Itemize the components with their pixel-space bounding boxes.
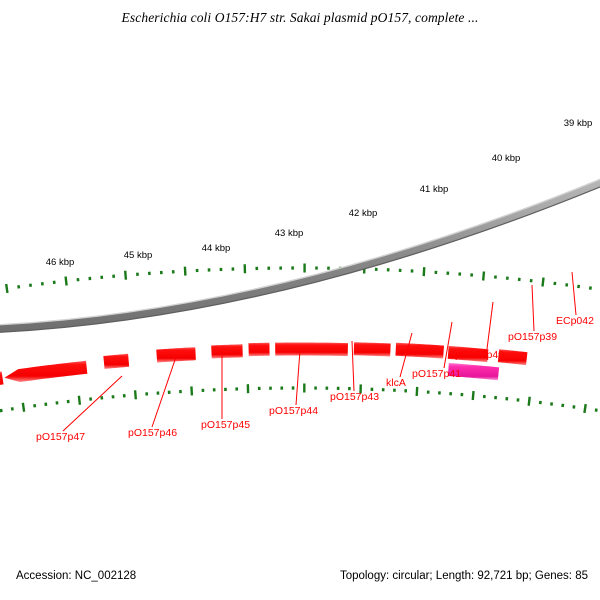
gene-leader-line [486,301,494,350]
genome-backbone[interactable] [0,136,600,334]
gene-label-pO157p43[interactable]: pO157p43 [330,391,379,403]
ruler-major-tick [133,390,138,400]
gene-label-ECp042[interactable]: ECp042 [556,315,594,327]
accession-text: Accession: NC_002128 [16,570,137,582]
gene-feature-shapes[interactable] [0,334,528,391]
gene-label-klcA[interactable]: klcA [386,377,406,389]
gene-feature-pO157p41[interactable] [275,342,348,357]
gene-feature-pO157p45[interactable] [103,353,130,369]
ruler-tick-label: 45 kbp [124,250,153,261]
ruler-tick-label: 44 kbp [202,243,231,254]
ruler-major-tick [77,395,82,405]
ruler-major-tick [527,396,531,406]
page-title: Escherichia coli O157:H7 str. Sakai plas… [121,10,479,25]
ruler-tick-label: 43 kbp [275,228,304,239]
genome-summary-text: Topology: circular; Length: 92,721 bp; G… [339,570,588,582]
status-bar: Accession: NC_002128 Topology: circular;… [0,570,600,586]
ruler-major-tick [5,283,9,294]
ruler-major-tick [123,270,128,280]
gene-feature-gene-right-edge[interactable] [497,349,528,366]
gene-feature-klcA[interactable] [248,342,270,357]
gene-feature-pO157p40[interactable] [353,342,391,357]
gene-leader-line [351,340,355,392]
gene-feature-ECp042[interactable] [447,362,500,381]
gene-feature-pO157p47[interactable] [0,371,4,391]
ruler-major-tick [415,386,419,397]
gene-leader-line [399,332,413,378]
ruler-tick-labels: 46 kbp 45 kbp 44 kbp 43 kbp 42 kbp 41 kbp 40 k… [46,118,593,268]
gene-label-pO157p39[interactable]: pO157p39 [508,331,557,343]
ruler-major-tick [583,403,587,414]
ruler-major-tick [422,267,426,277]
ruler-major-tick [64,276,68,286]
gene-feature-pO157p46[interactable] [4,360,88,383]
ruler-tick-label: 42 kbp [349,208,378,219]
gene-feature-pO157p39[interactable] [395,342,445,359]
ruler-ticks-outer [5,263,592,294]
gene-leader-line [443,321,453,369]
gene-feature-pO157p43[interactable] [211,344,243,359]
gene-label-pO157p44[interactable]: pO157p44 [269,405,318,417]
gene-label-pO157p45[interactable]: pO157p45 [201,419,250,431]
gene-label-pO157p46[interactable]: pO157p46 [128,427,177,439]
gene-leader-line [62,375,123,432]
gene-label-pO157p40[interactable]: pO157p40 [455,349,504,361]
gene-leader-line [571,271,577,316]
gene-leader-line [531,284,535,332]
gene-name-labels[interactable]: pO157p47 pO157p46 pO157p45 pO157p44 pO157p43… [36,315,594,443]
gene-leader-line [151,356,177,428]
gene-label-pO157p47[interactable]: pO157p47 [36,431,85,443]
gene-feature-pO157p44[interactable] [156,347,196,363]
ruler-tick-label: 40 kbp [492,153,521,164]
gene-label-pO157p41[interactable]: pO157p41 [412,368,461,380]
ruler-major-tick [541,277,545,287]
ruler-ticks-inner [0,383,598,414]
ruler-major-tick [471,390,475,401]
gene-leader-line [295,349,301,406]
gene-leader-lines [62,271,577,432]
ruler-major-tick [481,271,486,281]
gene-feature-pO157p39b[interactable] [447,345,489,363]
ruler-tick-label: 41 kbp [420,184,449,195]
ruler-tick-label: 39 kbp [564,118,593,129]
ruler-major-tick [21,402,26,412]
ruler-tick-label: 46 kbp [46,257,75,268]
